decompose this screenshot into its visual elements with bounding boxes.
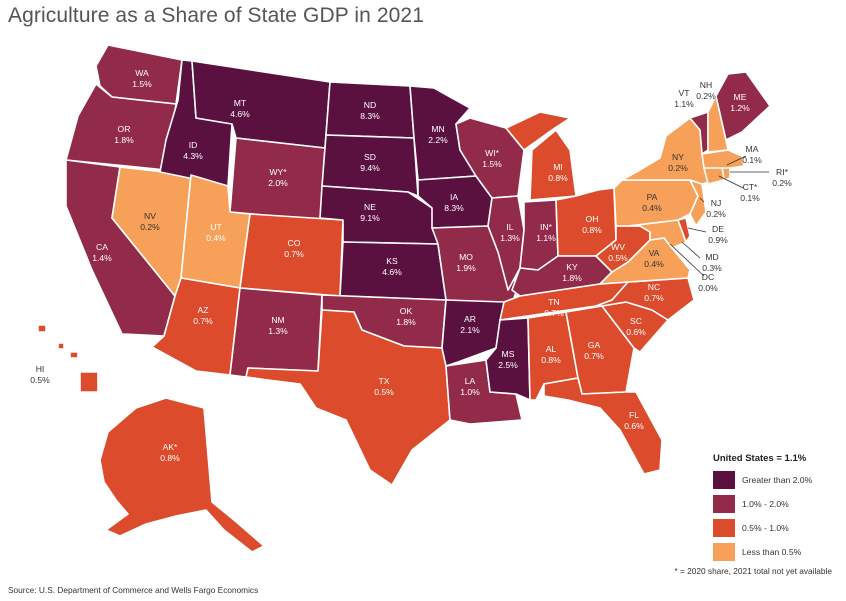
label-SC: SC 0.6%: [626, 316, 646, 337]
map-title: Agriculture as a Share of State GDP in 2…: [8, 4, 424, 27]
label-CA: CA 1.4%: [92, 242, 112, 263]
label-NH: NH 0.2%: [696, 80, 716, 101]
label-ND: ND 8.3%: [360, 100, 380, 121]
label-GA: GA 0.7%: [584, 340, 604, 361]
legend-item-greater-than-2: Greater than 2.0%: [713, 470, 838, 490]
label-VA: VA 0.4%: [644, 248, 664, 269]
label-TN: TN 0.7%: [544, 297, 564, 318]
label-DE: DE 0.9%: [708, 224, 728, 245]
label-AL: AL 0.8%: [541, 344, 561, 365]
label-SD: SD 9.4%: [360, 152, 380, 173]
label-NM: NM 1.3%: [268, 315, 288, 336]
label-MN: MN 2.2%: [428, 124, 448, 145]
label-AR: AR 2.1%: [460, 314, 480, 335]
state-HI: [37, 324, 99, 393]
state-ME: [715, 71, 771, 141]
label-NC: NC 0.7%: [644, 282, 664, 303]
label-KY: KY 1.8%: [562, 262, 582, 283]
label-WA: WA 1.5%: [132, 68, 152, 89]
label-KS: KS 4.6%: [382, 256, 402, 277]
state-AK: [99, 397, 265, 553]
legend: United States = 1.1% Greater than 2.0% 1…: [713, 453, 838, 566]
label-MA: MA 0.1%: [742, 144, 762, 165]
legend-item-less-than-half: Less than 0.5%: [713, 542, 838, 562]
label-RI: RI* 0.2%: [772, 167, 792, 188]
legend-swatch: [713, 519, 735, 537]
label-MD: MD 0.3%: [702, 252, 722, 273]
legend-title: United States = 1.1%: [713, 453, 807, 464]
legend-swatch: [713, 471, 735, 489]
legend-label: 0.5% - 1.0%: [742, 523, 789, 533]
state-DE: [677, 217, 691, 243]
state-SD: [321, 134, 419, 197]
label-CT: CT* 0.1%: [740, 182, 760, 203]
label-IA: IA 8.3%: [444, 192, 464, 213]
label-MT: MT 4.6%: [230, 98, 250, 119]
legend-swatch: [713, 495, 735, 513]
label-ID: ID 4.3%: [183, 140, 203, 161]
label-PA: PA 0.4%: [642, 192, 662, 213]
label-IL: IL 1.3%: [500, 222, 520, 243]
label-NY: NY 0.2%: [668, 152, 688, 173]
label-OK: OK 1.8%: [396, 306, 416, 327]
state-ND: [325, 81, 415, 139]
state-VT: [689, 111, 709, 155]
legend-label: Greater than 2.0%: [742, 475, 813, 485]
label-MS: MS 2.5%: [498, 349, 518, 370]
legend-swatch: [713, 543, 735, 561]
state-FL: [543, 377, 663, 475]
legend-label: 1.0% - 2.0%: [742, 499, 789, 509]
label-WI: WI* 1.5%: [482, 148, 502, 169]
label-IN: IN* 1.1%: [536, 222, 556, 243]
source-note: Source: U.S. Department of Commerce and …: [8, 585, 259, 595]
legend-item-1-to-2: 1.0% - 2.0%: [713, 494, 838, 514]
label-OR: OR 1.8%: [114, 124, 134, 145]
footnote: * = 2020 share, 2021 total not yet avail…: [674, 566, 832, 576]
state-IL: [487, 195, 525, 291]
label-DC: DC 0.0%: [698, 272, 718, 293]
label-AZ: AZ 0.7%: [193, 305, 213, 326]
label-VT: VT 1.1%: [674, 88, 694, 109]
label-WY: WY* 2.0%: [268, 167, 288, 188]
label-NV: NV 0.2%: [140, 211, 160, 232]
label-FL: FL 0.6%: [624, 410, 644, 431]
label-CO: CO 0.7%: [284, 238, 304, 259]
label-WV: WV 0.5%: [608, 242, 628, 263]
label-OH: OH 0.8%: [582, 214, 602, 235]
label-UT: UT 0.4%: [206, 222, 226, 243]
label-MO: MO 1.9%: [456, 252, 476, 273]
legend-item-half-to-1: 0.5% - 1.0%: [713, 518, 838, 538]
state-NY: [621, 117, 711, 185]
label-NE: NE 9.1%: [360, 202, 380, 223]
legend-label: Less than 0.5%: [742, 547, 802, 557]
label-TX: TX 0.5%: [374, 376, 394, 397]
state-TX: [245, 309, 451, 486]
state-NH: [707, 95, 729, 153]
label-ME: ME 1.2%: [730, 92, 750, 113]
label-AK: AK* 0.8%: [160, 442, 180, 463]
label-HI: HI 0.5%: [30, 364, 50, 385]
label-NJ: NJ 0.2%: [706, 198, 726, 219]
leader-lines: [669, 155, 769, 277]
label-MI: MI 0.8%: [548, 162, 568, 183]
state-MI: [505, 111, 577, 201]
label-LA: LA 1.0%: [460, 376, 480, 397]
